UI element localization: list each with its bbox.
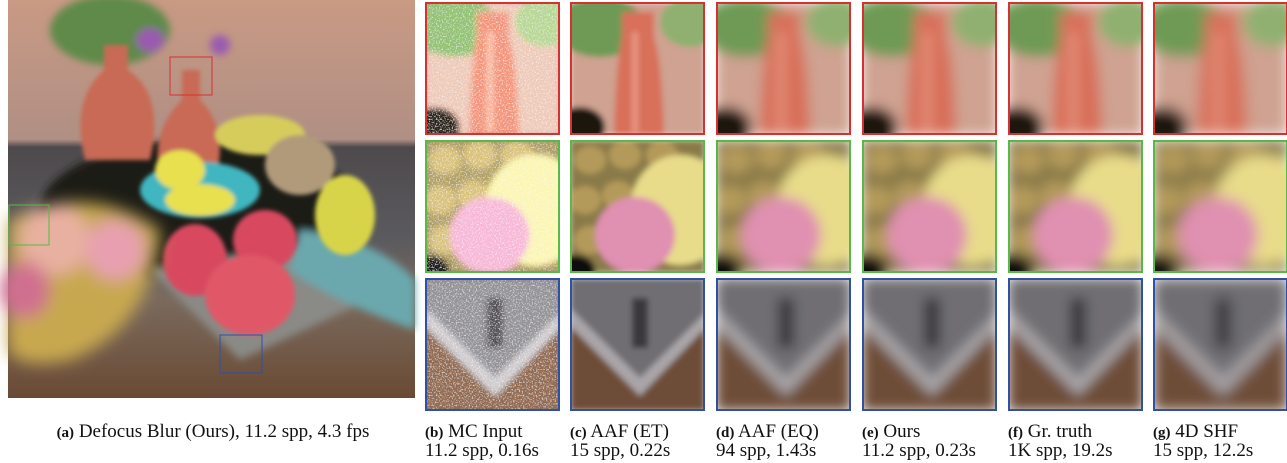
column-caption: (c) AAF (ET) [570,421,669,442]
crop-content [555,0,720,147]
caption-label: (c) [570,425,587,441]
caption-label: (b) [425,425,443,441]
column-caption: (b) MC Input [425,421,523,442]
crop-image [847,0,1012,147]
crop-image [1008,278,1143,411]
column-caption: (d) AAF (EQ) [716,421,819,442]
caption-method: AAF (ET) [590,421,669,442]
caption-label: (e) [862,425,879,441]
caption-stats: 15 spp, 12.2s [1153,440,1253,461]
column-caption: (g) 4D SHF [1153,421,1238,442]
crop-image [425,278,560,411]
crop-image [716,278,851,411]
caption-stats: 11.2 spp, 0.23s [862,440,976,461]
crop-content [1138,140,1287,285]
caption-method: AAF (EQ) [738,421,819,442]
crop-content [993,0,1158,147]
caption-text: Defocus Blur (Ours), 11.2 spp, 4.3 fps [79,421,370,442]
caption-method: 4D SHF [1175,421,1238,442]
caption-stats: 94 spp, 1.43s [716,440,816,461]
caption-label: (g) [1153,425,1171,441]
caption-label: (f) [1008,425,1023,441]
crop-content [1153,278,1287,411]
crop-image [555,0,720,147]
figure: (b) MC Input11.2 spp, 0.16s(c) AAF (ET)1… [0,0,1287,463]
crop-image [410,0,575,147]
caption-stats: 1K spp, 19.2s [1008,440,1113,461]
caption-stats: 15 spp, 0.22s [570,440,670,461]
caption-label: (d) [716,425,734,441]
crop-content [425,278,560,411]
caption-method: MC Input [448,421,523,442]
crop-content [570,278,705,411]
crop-image [1138,0,1287,147]
crop-content [410,0,575,147]
crop-content [847,0,1012,147]
main-caption: (a) Defocus Blur (Ours), 11.2 spp, 4.3 f… [57,421,370,442]
main-image [0,0,415,398]
crop-image [701,0,866,147]
crop-image [993,0,1158,147]
crop-image [570,278,705,411]
crop-content [862,278,997,411]
crop-content [1008,278,1143,411]
crop-image [862,278,997,411]
caption-stats: 11.2 spp, 0.16s [425,440,539,461]
caption-label: (a) [57,425,75,441]
crop-content [716,278,851,411]
caption-method: Ours [883,421,920,442]
column-caption: (e) Ours [862,421,920,442]
crop-image [1138,140,1287,285]
crop-image [1153,278,1287,411]
crop-content [701,0,866,147]
caption-method: Gr. truth [1028,421,1093,442]
crop-content [1138,0,1287,147]
column-caption: (f) Gr. truth [1008,421,1093,442]
